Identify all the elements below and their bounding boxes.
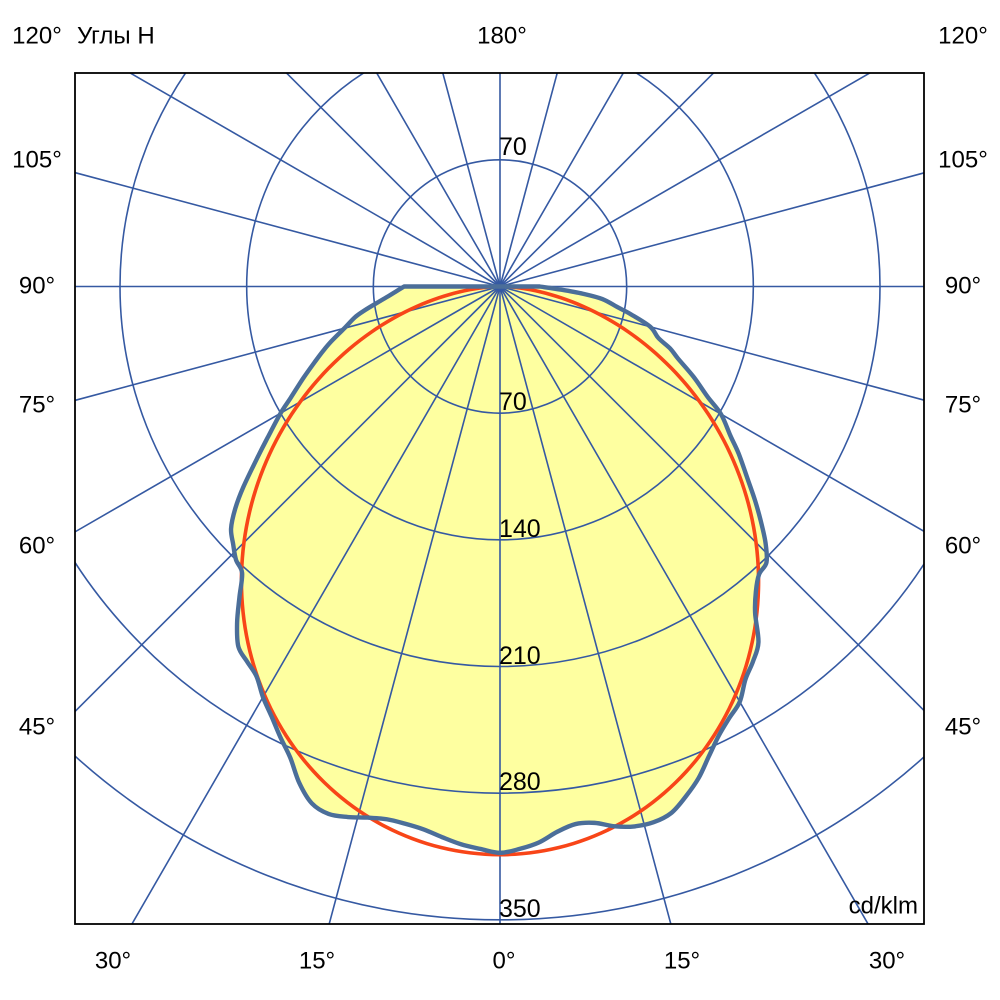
- angle-label-right-105: 105°: [938, 147, 988, 174]
- radial-label-lower-280: 280: [499, 768, 541, 796]
- intensity-outline-group: [228, 284, 770, 856]
- plot-border: [74, 72, 925, 925]
- angle-label-left-90: 90°: [19, 273, 55, 300]
- angle-grid-ray-105: [499, 172, 924, 288]
- angle-label-bottom-0: 30°: [95, 948, 131, 975]
- angle-grid-ray-15: [499, 286, 672, 924]
- angle-label-left-120: 120°: [12, 23, 62, 50]
- angle-grid-ray-330: [131, 286, 501, 924]
- angle-label-right-75: 75°: [945, 392, 981, 419]
- angle-label-top: 180°: [477, 23, 527, 50]
- angle-label-bottom-3: 15°: [664, 948, 700, 975]
- chart-title: Углы H: [77, 23, 155, 50]
- angle-grid-ray-225: [285, 73, 501, 288]
- angle-grid-ray-120: [499, 73, 872, 288]
- radial-label-lower-210: 210: [499, 642, 541, 670]
- angle-grid-ray-210: [375, 73, 501, 287]
- angle-label-bottom-4: 30°: [869, 948, 905, 975]
- angle-grid-ray-75: [499, 285, 924, 401]
- angle-label-right-45: 45°: [945, 714, 981, 741]
- unit-label: cd/klm: [849, 893, 918, 920]
- radial-label-lower-350: 350: [499, 895, 541, 923]
- intensity-area: [231, 286, 767, 853]
- intensity-curve: [228, 284, 770, 856]
- intensity-fill: [231, 286, 767, 853]
- angle-label-right-90: 90°: [945, 273, 981, 300]
- angle-label-right-60: 60°: [945, 533, 981, 560]
- angle-grid-ray-300: [75, 285, 501, 533]
- angle-grid-ray-285: [75, 285, 501, 402]
- angle-grid-ray-150: [499, 73, 625, 287]
- angle-label-left-105: 105°: [12, 147, 62, 174]
- angle-grid-ray-135: [499, 73, 715, 288]
- angle-label-left-60: 60°: [19, 533, 55, 560]
- angle-label-right-120: 120°: [938, 23, 988, 50]
- angle-label-left-45: 45°: [19, 714, 55, 741]
- radial-label-upper-70: 70: [499, 133, 527, 161]
- angle-grid-ray-195: [441, 73, 501, 287]
- radial-label-lower-140: 140: [499, 515, 541, 543]
- radial-label-lower-70: 70: [499, 388, 527, 416]
- angle-grid-ray-60: [499, 285, 924, 533]
- angle-grid-ray-255: [75, 171, 501, 288]
- angle-label-bottom-2: 0°: [493, 948, 516, 975]
- angle-label-left-75: 75°: [19, 392, 55, 419]
- angle-grid-ray-45: [499, 285, 924, 712]
- angle-label-bottom-1: 15°: [299, 948, 335, 975]
- angle-grid-ray-345: [328, 286, 501, 924]
- angle-grid-ray-30: [499, 286, 869, 924]
- angle-grid-ray-240: [128, 73, 501, 288]
- angle-grid-ray-165: [499, 73, 559, 287]
